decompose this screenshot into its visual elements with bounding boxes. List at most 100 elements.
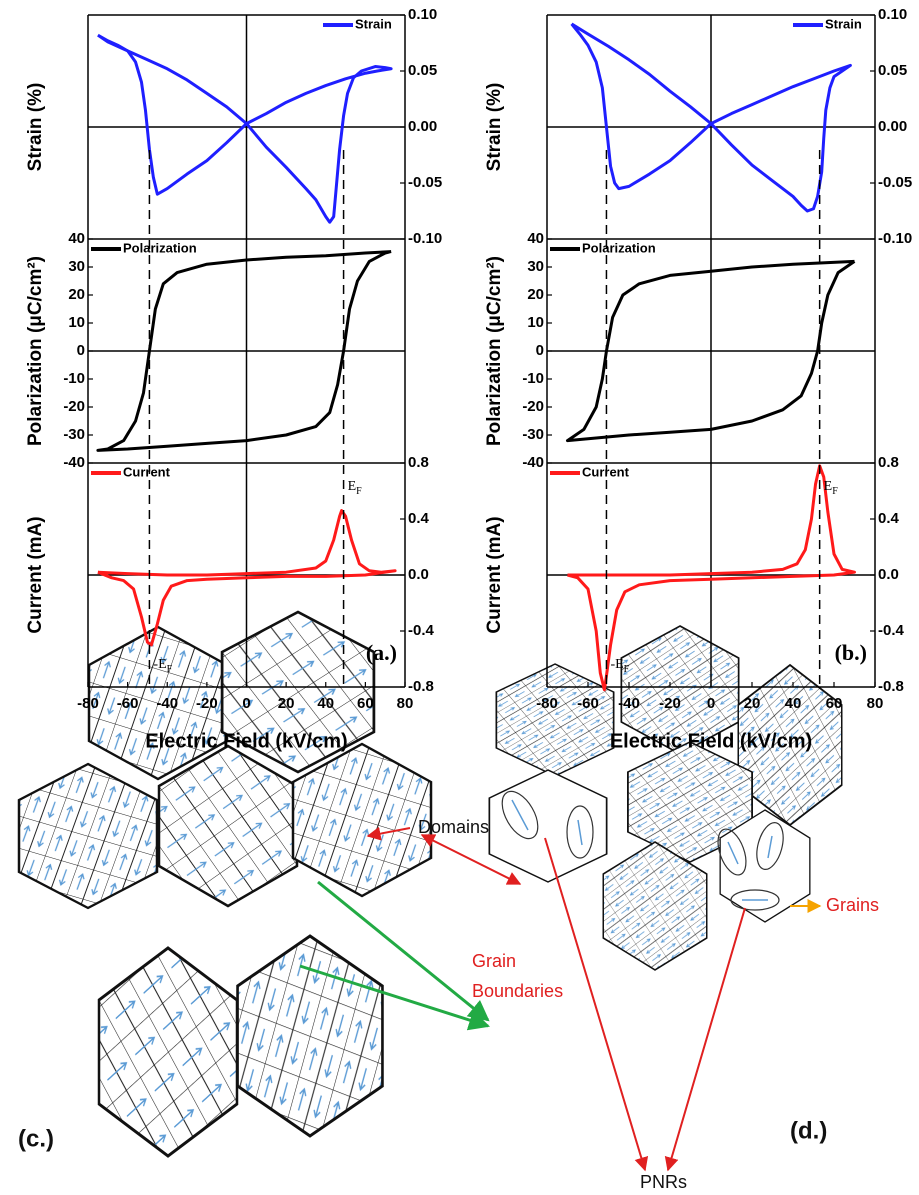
- y-tick-label: 0.10: [408, 6, 437, 23]
- x-tick-label: -60: [577, 695, 599, 712]
- grain-boundaries-label: Grain: [472, 951, 516, 971]
- grain: [97, 946, 239, 1158]
- legend-label: Strain: [825, 16, 862, 31]
- y-axis-label: Polarization (μC/cm²): [25, 256, 46, 446]
- y-axis-label: Strain (%): [25, 83, 46, 172]
- series-line: [96, 250, 392, 452]
- x-tick-label: 20: [744, 695, 761, 712]
- y-tick-label: 0.8: [408, 454, 429, 471]
- annotation-subscript: F: [624, 664, 630, 675]
- legend-label: Polarization: [123, 240, 197, 255]
- annotation: EF: [824, 479, 839, 497]
- y-tick-label: 10: [68, 314, 85, 331]
- y-tick-label: -30: [63, 426, 85, 443]
- legend-label: Strain: [355, 16, 392, 31]
- series-line: [97, 33, 393, 224]
- annotation-subscript: F: [356, 486, 362, 497]
- x-tick-label: 60: [357, 695, 374, 712]
- x-axis-label: Electric Field (kV/cm): [610, 730, 812, 752]
- y-tick-label: -10: [522, 370, 544, 387]
- series-line: [566, 259, 856, 443]
- annotation: -EF: [610, 657, 629, 675]
- y-tick-label: -0.10: [878, 230, 912, 247]
- y-tick-label: -0.10: [408, 230, 442, 247]
- y-tick-label: -0.4: [878, 622, 905, 639]
- y-tick-label: 20: [527, 286, 544, 303]
- x-tick-label: 60: [826, 695, 843, 712]
- series-line: [97, 509, 397, 647]
- y-tick-label: -20: [522, 398, 544, 415]
- x-tick-label: 40: [785, 695, 802, 712]
- y-tick-label: -0.05: [408, 174, 442, 191]
- y-tick-label: -20: [63, 398, 85, 415]
- y-axis-label: Current (mA): [25, 516, 46, 633]
- y-tick-label: 0.00: [408, 118, 437, 135]
- y-tick-label: -0.8: [878, 678, 904, 695]
- diagram-c: [17, 610, 433, 1158]
- x-tick-label: -80: [536, 695, 558, 712]
- series-line: [567, 464, 856, 692]
- x-tick-label: 80: [867, 695, 884, 712]
- annotation-text: E: [824, 479, 833, 494]
- y-tick-label: -40: [522, 454, 544, 471]
- y-tick-label: 30: [68, 258, 85, 275]
- y-tick-label: 0.00: [878, 118, 907, 135]
- grain: [157, 744, 299, 908]
- y-tick-label: 0.4: [408, 510, 430, 527]
- y-tick-label: -40: [63, 454, 85, 471]
- panel-label: (c.): [18, 1125, 54, 1152]
- y-tick-label: 0: [77, 342, 85, 359]
- y-tick-label: 0.05: [878, 62, 907, 79]
- legend-label: Polarization: [582, 240, 656, 255]
- y-tick-label: 0.05: [408, 62, 437, 79]
- y-tick-label: 0.8: [878, 454, 899, 471]
- annotation-subscript: F: [167, 664, 173, 675]
- x-tick-label: 0: [707, 695, 715, 712]
- y-tick-label: 0.4: [878, 510, 900, 527]
- pnr-regions: [501, 790, 784, 911]
- y-tick-label: 40: [68, 230, 85, 247]
- y-tick-label: 40: [527, 230, 544, 247]
- y-axis-label: Strain (%): [484, 83, 505, 172]
- series-line: [570, 22, 852, 213]
- y-tick-label: -0.8: [408, 678, 434, 695]
- grains-label: Grains: [826, 895, 879, 915]
- annotation: -EF: [153, 657, 172, 675]
- annotation-subscript: F: [832, 486, 838, 497]
- y-tick-label: -0.05: [878, 174, 912, 191]
- y-tick-label: -0.4: [408, 622, 435, 639]
- grain: [488, 769, 608, 883]
- x-tick-label: -60: [117, 695, 139, 712]
- y-axis-label: Current (mA): [484, 516, 505, 633]
- x-axis-label: Electric Field (kV/cm): [145, 730, 347, 752]
- pnrs-label: PNRs: [640, 1172, 687, 1192]
- x-tick-label: -80: [77, 695, 99, 712]
- x-tick-label: -20: [196, 695, 218, 712]
- grain: [291, 742, 433, 898]
- x-tick-label: -40: [618, 695, 640, 712]
- annotation: EF: [348, 479, 363, 497]
- y-tick-label: 10: [527, 314, 544, 331]
- y-tick-label: 0: [536, 342, 544, 359]
- panel-label: (a.): [366, 640, 397, 665]
- y-tick-label: -10: [63, 370, 85, 387]
- x-tick-label: 0: [242, 695, 250, 712]
- annotation-text: E: [348, 479, 357, 494]
- x-tick-label: -20: [659, 695, 681, 712]
- y-axis-label: Polarization (μC/cm²): [484, 256, 505, 446]
- panel-label: (d.): [790, 1117, 827, 1144]
- annotation-arrows: [299, 826, 822, 1172]
- grain: [495, 663, 615, 777]
- legend-label: Current: [123, 464, 171, 479]
- panel-label: (b.): [835, 640, 867, 665]
- annotation-text: -E: [610, 657, 623, 672]
- y-tick-label: 20: [68, 286, 85, 303]
- x-tick-label: -40: [156, 695, 178, 712]
- grain: [235, 934, 385, 1138]
- x-tick-label: 40: [317, 695, 334, 712]
- annotation-text: -E: [153, 657, 166, 672]
- x-tick-label: 20: [278, 695, 295, 712]
- y-tick-label: 30: [527, 258, 544, 275]
- domains-label: Domains: [418, 817, 489, 837]
